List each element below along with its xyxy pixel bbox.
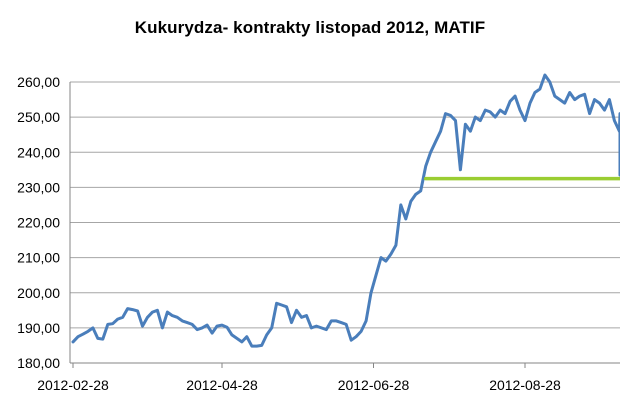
chart-title: Kukurydza- kontrakty listopad 2012, MATI… — [134, 18, 486, 37]
x-tick-label: 2012-02-28 — [37, 377, 109, 393]
y-tick-label: 190,00 — [17, 320, 60, 336]
x-tick-label: 2012-06-28 — [338, 377, 410, 393]
y-tick-label: 220,00 — [17, 215, 60, 231]
y-tick-label: 230,00 — [17, 179, 60, 195]
y-tick-label: 180,00 — [17, 355, 60, 371]
y-tick-label: 200,00 — [17, 285, 60, 301]
x-tick-label: 2012-08-28 — [489, 377, 561, 393]
y-tick-label: 240,00 — [17, 144, 60, 160]
y-tick-label: 210,00 — [17, 250, 60, 266]
y-tick-label: 260,00 — [17, 74, 60, 90]
y-tick-label: 250,00 — [17, 109, 60, 125]
series-line-price — [71, 73, 620, 348]
x-tick-label: 2012-04-28 — [186, 377, 258, 393]
